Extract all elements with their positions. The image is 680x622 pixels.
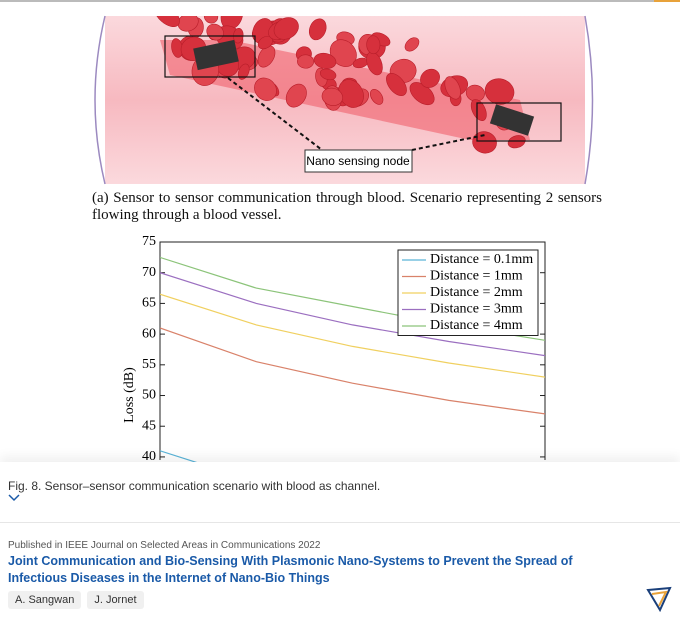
blood-cell xyxy=(484,78,515,105)
series-line xyxy=(160,327,545,415)
series-line xyxy=(160,272,545,357)
blood-cell xyxy=(470,99,487,122)
y-tick-label: 55 xyxy=(142,357,156,372)
figure-caption: (a) Sensor to sensor communication throu… xyxy=(92,190,602,223)
blood-cell xyxy=(297,54,314,69)
y-tick-label: 75 xyxy=(142,234,156,249)
arrow xyxy=(227,77,323,151)
figure: Nano sensing node (a) Sensor to sensor c… xyxy=(0,0,680,462)
sensor xyxy=(193,39,239,71)
chart: 40 45 50 55 60 65 70 75 Loss (dB) Distance = 0.1m… xyxy=(122,234,546,462)
blood-cell xyxy=(200,16,216,17)
legend-label: Distance = 2mm xyxy=(430,285,523,300)
blood-cell xyxy=(273,17,299,40)
top-border xyxy=(0,0,680,2)
blood-cell xyxy=(254,77,277,101)
expand-chevron[interactable] xyxy=(8,494,20,502)
series-line xyxy=(160,293,545,378)
y-axis-label: Loss (dB) xyxy=(122,367,137,423)
legend-label: Distance = 0.1mm xyxy=(430,252,533,267)
paper-title[interactable]: Joint Communication and Bio-Sensing With… xyxy=(8,554,573,585)
figure-caption-box: (a) Sensor to sensor communication throu… xyxy=(92,190,602,223)
y-tick-label: 70 xyxy=(142,265,156,280)
separator xyxy=(0,522,680,523)
vessel-edge xyxy=(584,15,594,185)
blood-cell xyxy=(404,37,420,52)
legend-label: Distance = 3mm xyxy=(430,302,523,317)
legend-label: Distance = 1mm xyxy=(430,269,523,284)
vessel-edge xyxy=(94,15,106,185)
sensor-box xyxy=(164,35,256,78)
venue: Published in IEEE Journal on Selected Ar… xyxy=(8,540,321,551)
blood-cell xyxy=(472,131,497,154)
legend-label: Distance = 4mm xyxy=(430,318,523,333)
figure-caption: Fig. 8. Sensor–sensor communication scen… xyxy=(8,479,381,493)
blood-cell xyxy=(285,83,307,108)
blood-cell xyxy=(444,76,461,100)
plot-frame xyxy=(159,241,546,460)
sensor xyxy=(489,104,535,136)
blood-cell xyxy=(308,18,327,41)
blood-cell xyxy=(190,0,216,19)
blood-cell xyxy=(420,68,440,88)
blood-cell xyxy=(366,35,381,55)
blood-cell xyxy=(319,68,337,81)
node-label: Nano sensing node xyxy=(306,154,410,168)
author-chip[interactable]: A. Sangwan xyxy=(8,591,82,609)
y-tick-label: 50 xyxy=(142,388,156,403)
top-accent xyxy=(654,0,680,2)
paper-card: Fig. 8. Sensor–sensor communication scen… xyxy=(0,462,680,622)
y-tick-label: 40 xyxy=(142,449,156,462)
label-box xyxy=(304,149,413,173)
blood-cell xyxy=(237,63,250,80)
blood-cell xyxy=(217,0,237,17)
blood-cell xyxy=(177,16,199,32)
sensor-box xyxy=(476,102,562,142)
blood-cell xyxy=(154,16,180,27)
blood-cell xyxy=(386,73,407,97)
series-line xyxy=(160,450,198,462)
author-chip[interactable]: J. Jornet xyxy=(87,591,144,609)
arrow xyxy=(411,134,486,151)
blood-cell xyxy=(321,87,343,106)
authors: A. Sangwan J. Jornet xyxy=(8,591,144,609)
blood-cell xyxy=(203,16,219,24)
y-tick-label: 45 xyxy=(142,418,156,433)
y-tick-label: 60 xyxy=(142,326,156,341)
blood-cell xyxy=(507,135,526,149)
blood-cell xyxy=(313,52,337,69)
y-tick-label: 65 xyxy=(142,296,156,311)
vessel-illustration: Nano sensing node xyxy=(94,0,594,185)
blood-cell xyxy=(370,88,384,105)
app-logo[interactable] xyxy=(646,586,674,612)
blood-cell xyxy=(257,45,276,68)
